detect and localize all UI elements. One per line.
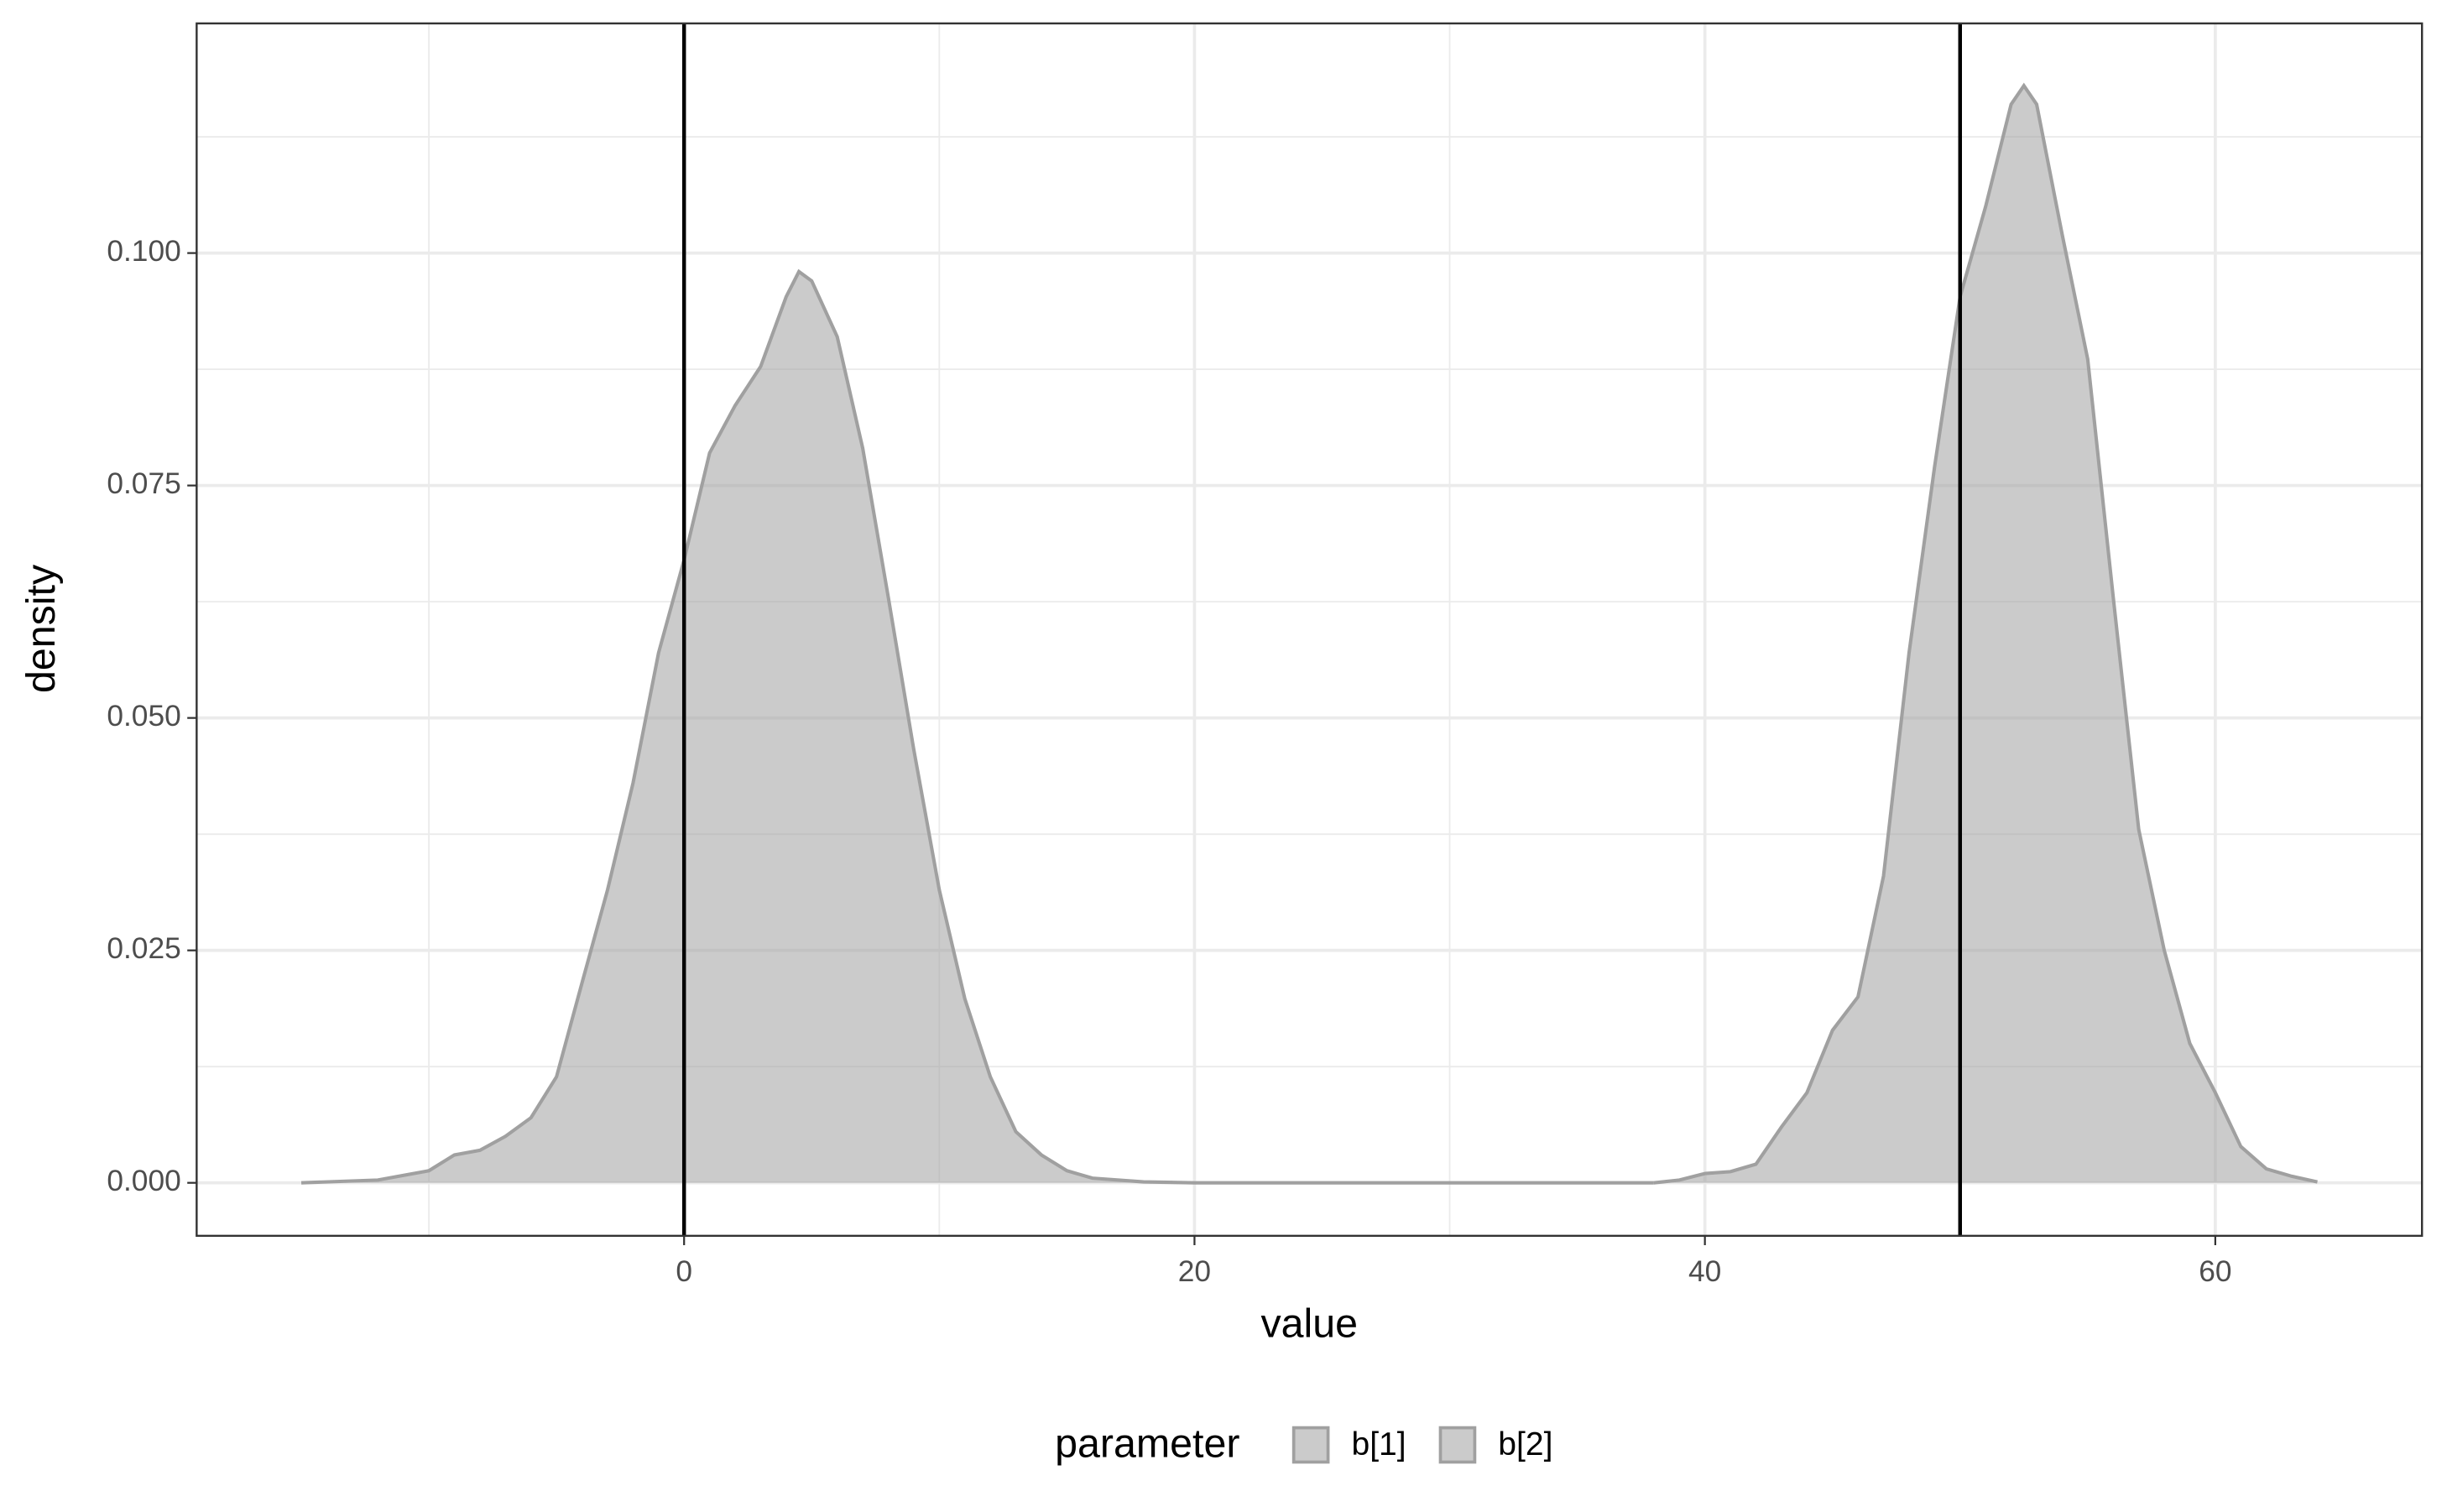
legend-key — [1291, 1426, 1330, 1464]
legend-label: b[2] — [1498, 1426, 1552, 1462]
density-area — [1653, 86, 2318, 1183]
panel-border — [196, 22, 2424, 1238]
y-tick-label: 0.050 — [107, 700, 180, 733]
density-area — [301, 271, 1654, 1183]
legend-title: parameter — [1055, 1421, 1239, 1467]
density-line — [1653, 82, 2318, 1185]
y-tick-label: 0.075 — [107, 467, 180, 500]
legend-key — [1438, 1426, 1477, 1464]
legend-label: b[1] — [1351, 1426, 1406, 1462]
density-line — [300, 269, 1654, 1185]
y-tick-label: 0.000 — [107, 1165, 180, 1197]
x-axis-title: value — [1260, 1301, 1358, 1346]
x-tick-label: 60 — [2199, 1255, 2231, 1288]
y-axis-title: density — [18, 564, 64, 693]
x-tick-label: 40 — [1688, 1255, 1721, 1288]
y-tick-label: 0.100 — [107, 235, 180, 268]
y-tick-label: 0.025 — [107, 932, 180, 965]
x-tick-label: 0 — [676, 1255, 692, 1288]
x-tick-label: 20 — [1178, 1255, 1211, 1288]
